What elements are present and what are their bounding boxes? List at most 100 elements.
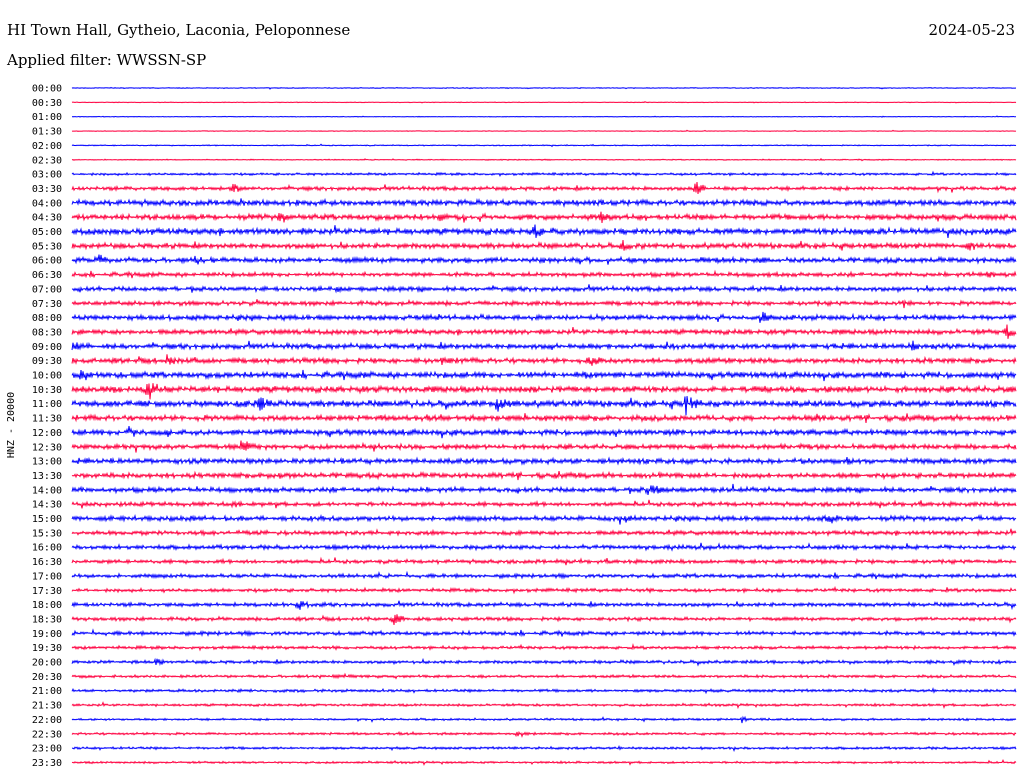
tick-label-0800: 08:00 (32, 313, 62, 324)
tick-label-0330: 03:30 (32, 184, 62, 195)
tick-label-2000: 20:00 (32, 658, 62, 669)
tick-label-1330: 13:30 (32, 471, 62, 482)
tick-label-0500: 05:00 (32, 227, 62, 238)
trace-1430 (71, 499, 1017, 509)
tick-label-0000: 00:00 (32, 84, 62, 95)
tick-label-1400: 14:00 (32, 485, 62, 496)
tick-label-2330: 23:30 (32, 758, 62, 769)
trace-2030 (71, 672, 1017, 680)
tick-label-1530: 15:30 (32, 528, 62, 539)
tick-label-0900: 09:00 (32, 342, 62, 353)
trace-1030 (71, 383, 1017, 400)
trace-0130 (71, 129, 1017, 133)
trace-0800 (71, 311, 1017, 323)
trace-2000 (71, 657, 1017, 667)
date-label: 2024-05-23 (928, 21, 1015, 39)
tick-label-1900: 19:00 (32, 629, 62, 640)
tick-label-0200: 02:00 (32, 141, 62, 152)
tick-label-1500: 15:00 (32, 514, 62, 525)
tick-label-0300: 03:00 (32, 170, 62, 181)
tick-label-1130: 11:30 (32, 414, 62, 425)
trace-1630 (71, 556, 1017, 566)
trace-1330 (71, 470, 1017, 481)
tick-label-0100: 01:00 (32, 112, 62, 123)
seismic-traces (71, 86, 1017, 766)
tick-label-0730: 07:30 (32, 299, 62, 310)
trace-2300 (71, 744, 1017, 752)
trace-0100 (71, 115, 1017, 118)
tick-label-2230: 22:30 (32, 729, 62, 740)
tick-label-1100: 11:00 (32, 399, 62, 410)
trace-0830 (71, 324, 1017, 339)
tick-label-1800: 18:00 (32, 600, 62, 611)
tick-label-1630: 16:30 (32, 557, 62, 568)
trace-1930 (71, 643, 1017, 652)
tick-label-0030: 00:30 (32, 98, 62, 109)
time-tick-labels: 00:00 00:30 01:00 01:30 02:00 02:30 03:00 03:30… (32, 84, 62, 769)
tick-label-1600: 16:00 (32, 543, 62, 554)
tick-label-1730: 17:30 (32, 586, 62, 597)
tick-label-1700: 17:00 (32, 571, 62, 582)
trace-1000 (71, 369, 1017, 382)
trace-1530 (71, 528, 1017, 537)
tick-label-1230: 12:30 (32, 442, 62, 453)
trace-1230 (71, 440, 1017, 453)
trace-0230 (71, 157, 1017, 162)
trace-0500 (71, 224, 1017, 238)
trace-1730 (71, 585, 1017, 595)
trace-0730 (71, 298, 1017, 309)
trace-1130 (71, 413, 1017, 423)
tick-label-0830: 08:30 (32, 327, 62, 338)
trace-1100 (71, 396, 1017, 416)
tick-label-0530: 05:30 (32, 241, 62, 252)
tick-label-2130: 21:30 (32, 701, 62, 712)
station-title: HI Town Hall, Gytheio, Laconia, Peloponn… (7, 21, 351, 39)
tick-label-0430: 04:30 (32, 213, 62, 224)
trace-0300 (71, 170, 1017, 178)
trace-1300 (71, 456, 1017, 466)
tick-label-0230: 02:30 (32, 155, 62, 166)
trace-2130 (71, 701, 1017, 710)
tick-label-1000: 10:00 (32, 371, 62, 382)
trace-0600 (71, 254, 1017, 265)
trace-1830 (71, 614, 1017, 625)
tick-label-1200: 12:00 (32, 428, 62, 439)
trace-0700 (71, 284, 1017, 294)
filter-label: Applied filter: WWSSN-SP (7, 51, 207, 69)
tick-label-2300: 23:00 (32, 744, 62, 755)
tick-label-1430: 14:30 (32, 500, 62, 511)
tick-label-0930: 09:30 (32, 356, 62, 367)
trace-1800 (71, 600, 1017, 611)
trace-2100 (71, 687, 1017, 695)
tick-label-0700: 07:00 (32, 284, 62, 295)
trace-2230 (71, 730, 1017, 738)
trace-0930 (71, 354, 1017, 366)
y-axis-label: HNZ - 20000 (6, 392, 17, 458)
trace-0400 (71, 197, 1017, 208)
tick-label-2100: 21:00 (32, 686, 62, 697)
trace-0200 (71, 143, 1017, 148)
trace-1200 (71, 426, 1017, 439)
tick-label-0400: 04:00 (32, 198, 62, 209)
tick-label-2030: 20:30 (32, 672, 62, 683)
trace-1500 (71, 513, 1017, 525)
trace-0430 (71, 211, 1017, 223)
trace-0330 (71, 182, 1017, 194)
trace-0530 (71, 240, 1017, 251)
trace-1700 (71, 570, 1017, 580)
tick-label-1300: 13:00 (32, 457, 62, 468)
tick-label-0130: 01:30 (32, 127, 62, 138)
trace-2330 (71, 759, 1017, 766)
trace-0900 (71, 340, 1017, 351)
trace-2200 (71, 715, 1017, 724)
trace-1600 (71, 542, 1017, 552)
tick-label-0630: 06:30 (32, 270, 62, 281)
tick-label-2200: 22:00 (32, 715, 62, 726)
trace-0030 (71, 100, 1017, 104)
trace-1900 (71, 628, 1017, 638)
tick-label-1830: 18:30 (32, 614, 62, 625)
trace-0630 (71, 269, 1017, 279)
trace-0000 (71, 86, 1017, 90)
tick-label-1030: 10:30 (32, 385, 62, 396)
